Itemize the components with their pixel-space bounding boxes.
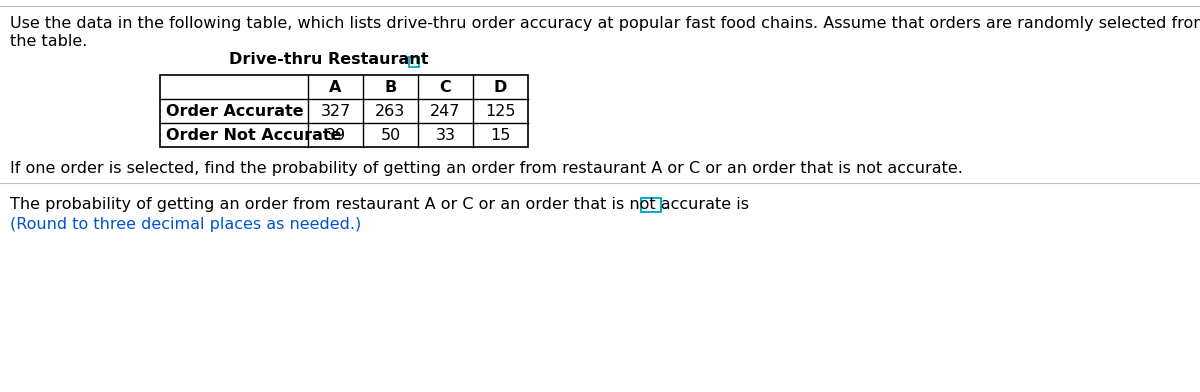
Text: 39: 39 xyxy=(325,127,346,143)
Text: B: B xyxy=(384,80,397,94)
Text: C: C xyxy=(439,80,451,94)
Text: D: D xyxy=(494,80,508,94)
Text: A: A xyxy=(329,80,342,94)
Text: 15: 15 xyxy=(491,127,511,143)
Text: (Round to three decimal places as needed.): (Round to three decimal places as needed… xyxy=(10,217,361,232)
Text: 247: 247 xyxy=(431,103,461,118)
Text: 327: 327 xyxy=(320,103,350,118)
FancyBboxPatch shape xyxy=(408,57,419,67)
Text: the table.: the table. xyxy=(10,34,88,49)
Text: 33: 33 xyxy=(436,127,456,143)
Text: The probability of getting an order from restaurant A or C or an order that is n: The probability of getting an order from… xyxy=(10,197,749,212)
Text: Drive-thru Restaurant: Drive-thru Restaurant xyxy=(229,52,428,67)
FancyBboxPatch shape xyxy=(641,198,661,212)
Text: Order Not Accurate: Order Not Accurate xyxy=(166,127,342,143)
Bar xyxy=(160,75,528,147)
Text: 125: 125 xyxy=(485,103,516,118)
Text: If one order is selected, find the probability of getting an order from restaura: If one order is selected, find the proba… xyxy=(10,161,962,176)
Text: Use the data in the following table, which lists drive-thru order accuracy at po: Use the data in the following table, whi… xyxy=(10,16,1200,31)
Text: 263: 263 xyxy=(376,103,406,118)
Text: 50: 50 xyxy=(380,127,401,143)
Text: Order Accurate: Order Accurate xyxy=(166,103,304,118)
Text: .: . xyxy=(662,197,667,212)
